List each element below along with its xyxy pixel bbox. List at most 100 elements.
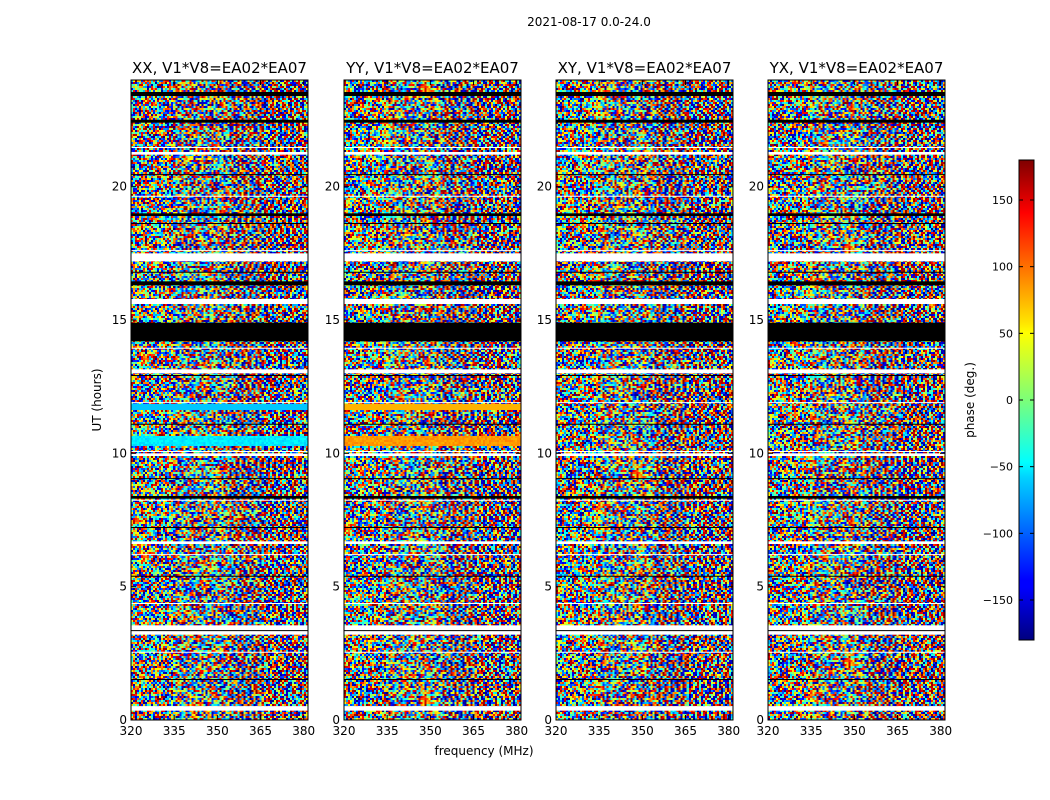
- flagged-white-band: [131, 253, 308, 262]
- colorbar: 150 100 50 0 −50 −100 −150 phase (deg.): [963, 159, 1035, 641]
- flagged-white-band: [768, 300, 945, 304]
- y-tick-label: 0: [756, 713, 764, 727]
- flagged-black-band: [768, 213, 945, 216]
- x-tick-label: 380: [292, 724, 315, 738]
- phase-heatmap-1: [131, 80, 308, 720]
- colorbar-tick-label: 0: [1006, 394, 1013, 407]
- flagged-black-band: [768, 120, 945, 123]
- flagged-black-band: [556, 281, 733, 286]
- flagged-black-band: [768, 281, 945, 286]
- flagged-white-band: [768, 706, 945, 711]
- flagged-black-band: [556, 92, 733, 96]
- flagged-white-band: [768, 541, 945, 544]
- x-tick-label: 380: [505, 724, 528, 738]
- flagged-white-band: [556, 453, 733, 456]
- panel-frame: [343, 79, 522, 721]
- flagged-black-band: [131, 281, 308, 286]
- flagged-white-band: [344, 625, 521, 635]
- panel-1: XX, V1*V8=EA02*EA07 320 335 350 365 380 0 5 10 15…: [112, 59, 315, 738]
- x-tick-label: 335: [800, 724, 823, 738]
- flagged-black-band: [556, 213, 733, 216]
- flagged-black-band: [344, 322, 521, 342]
- flagged-black-band: [131, 92, 308, 96]
- y-tick-label: 0: [119, 713, 127, 727]
- flagged-black-band: [344, 92, 521, 96]
- x-tick-label: 380: [929, 724, 952, 738]
- flagged-black-band: [131, 213, 308, 216]
- flagged-white-band: [131, 300, 308, 304]
- flagged-white-band: [131, 152, 308, 155]
- flagged-white-band: [344, 300, 521, 304]
- flagged-white-band: [556, 369, 733, 374]
- flagged-white-band: [768, 152, 945, 155]
- panel-frame: [555, 79, 734, 721]
- panel-title: XY, V1*V8=EA02*EA07: [558, 59, 732, 77]
- flagged-black-band: [344, 281, 521, 286]
- flagged-black-band: [556, 120, 733, 123]
- colorbar-tick-label: −150: [983, 594, 1013, 607]
- flagged-white-band: [131, 453, 308, 456]
- y-tick-label: 5: [119, 580, 127, 594]
- flagged-white-band: [556, 253, 733, 262]
- y-tick-label: 10: [112, 446, 127, 460]
- panel-title: YY, V1*V8=EA02*EA07: [345, 59, 519, 77]
- flagged-white-band: [344, 369, 521, 374]
- flagged-black-band: [344, 120, 521, 123]
- x-tick-label: 365: [886, 724, 909, 738]
- y-tick-label: 10: [749, 446, 764, 460]
- colorbar-tick-label: 100: [992, 261, 1013, 274]
- phase-heatmap-4: [768, 80, 945, 720]
- y-tick-label: 5: [756, 580, 764, 594]
- x-tick-label: 350: [843, 724, 866, 738]
- colorbar-tick-label: −50: [990, 461, 1013, 474]
- x-tick-label: 365: [249, 724, 272, 738]
- flagged-white-band: [344, 541, 521, 544]
- colorbar-label: phase (deg.): [963, 362, 977, 438]
- flagged-black-band: [131, 496, 308, 499]
- x-tick-label: 335: [376, 724, 399, 738]
- flagged-black-band: [768, 322, 945, 342]
- flagged-white-band: [131, 706, 308, 711]
- flagged-white-band: [344, 453, 521, 456]
- x-axis-label: frequency (MHz): [434, 744, 533, 758]
- flagged-white-band: [344, 706, 521, 711]
- y-tick-label: 10: [537, 446, 552, 460]
- y-tick-label: 20: [749, 180, 764, 194]
- x-tick-label: 335: [588, 724, 611, 738]
- flagged-white-band: [131, 625, 308, 635]
- flagged-white-band: [768, 369, 945, 374]
- flagged-white-band: [768, 625, 945, 635]
- y-tick-label: 0: [544, 713, 552, 727]
- panel-3: XY, V1*V8=EA02*EA07 320 335 350 365 380 0 5 10 15…: [537, 59, 740, 738]
- colorbar-tick-label: 150: [992, 194, 1013, 207]
- flagged-white-band: [344, 253, 521, 262]
- flagged-black-band: [768, 92, 945, 96]
- flagged-white-band: [556, 706, 733, 711]
- y-tick-label: 20: [537, 180, 552, 194]
- phase-heatmap-3: [556, 80, 733, 720]
- x-tick-label: 365: [674, 724, 697, 738]
- flagged-white-band: [556, 300, 733, 304]
- flagged-black-band: [556, 496, 733, 499]
- y-tick-label: 20: [112, 180, 127, 194]
- panel-frame: [767, 79, 946, 721]
- x-tick-label: 350: [419, 724, 442, 738]
- panel-frame: [130, 79, 309, 721]
- flagged-black-band: [344, 213, 521, 216]
- panel-title: XX, V1*V8=EA02*EA07: [132, 59, 307, 77]
- x-tick-label: 320: [333, 724, 356, 738]
- y-tick-label: 5: [332, 580, 340, 594]
- x-tick-label: 320: [545, 724, 568, 738]
- phase-heatmap-2: [344, 80, 521, 720]
- colorbar-ticks: 150 100 50 0 −50 −100 −150: [983, 194, 1034, 607]
- x-tick-label: 380: [717, 724, 740, 738]
- flagged-black-band: [556, 322, 733, 342]
- y-tick-label: 15: [325, 313, 340, 327]
- y-axis-label: UT (hours): [90, 368, 104, 431]
- colorbar-tick-label: 50: [999, 327, 1013, 340]
- x-tick-label: 350: [631, 724, 654, 738]
- y-tick-label: 20: [325, 180, 340, 194]
- y-tick-label: 15: [112, 313, 127, 327]
- flagged-white-band: [768, 253, 945, 262]
- flagged-white-band: [556, 152, 733, 155]
